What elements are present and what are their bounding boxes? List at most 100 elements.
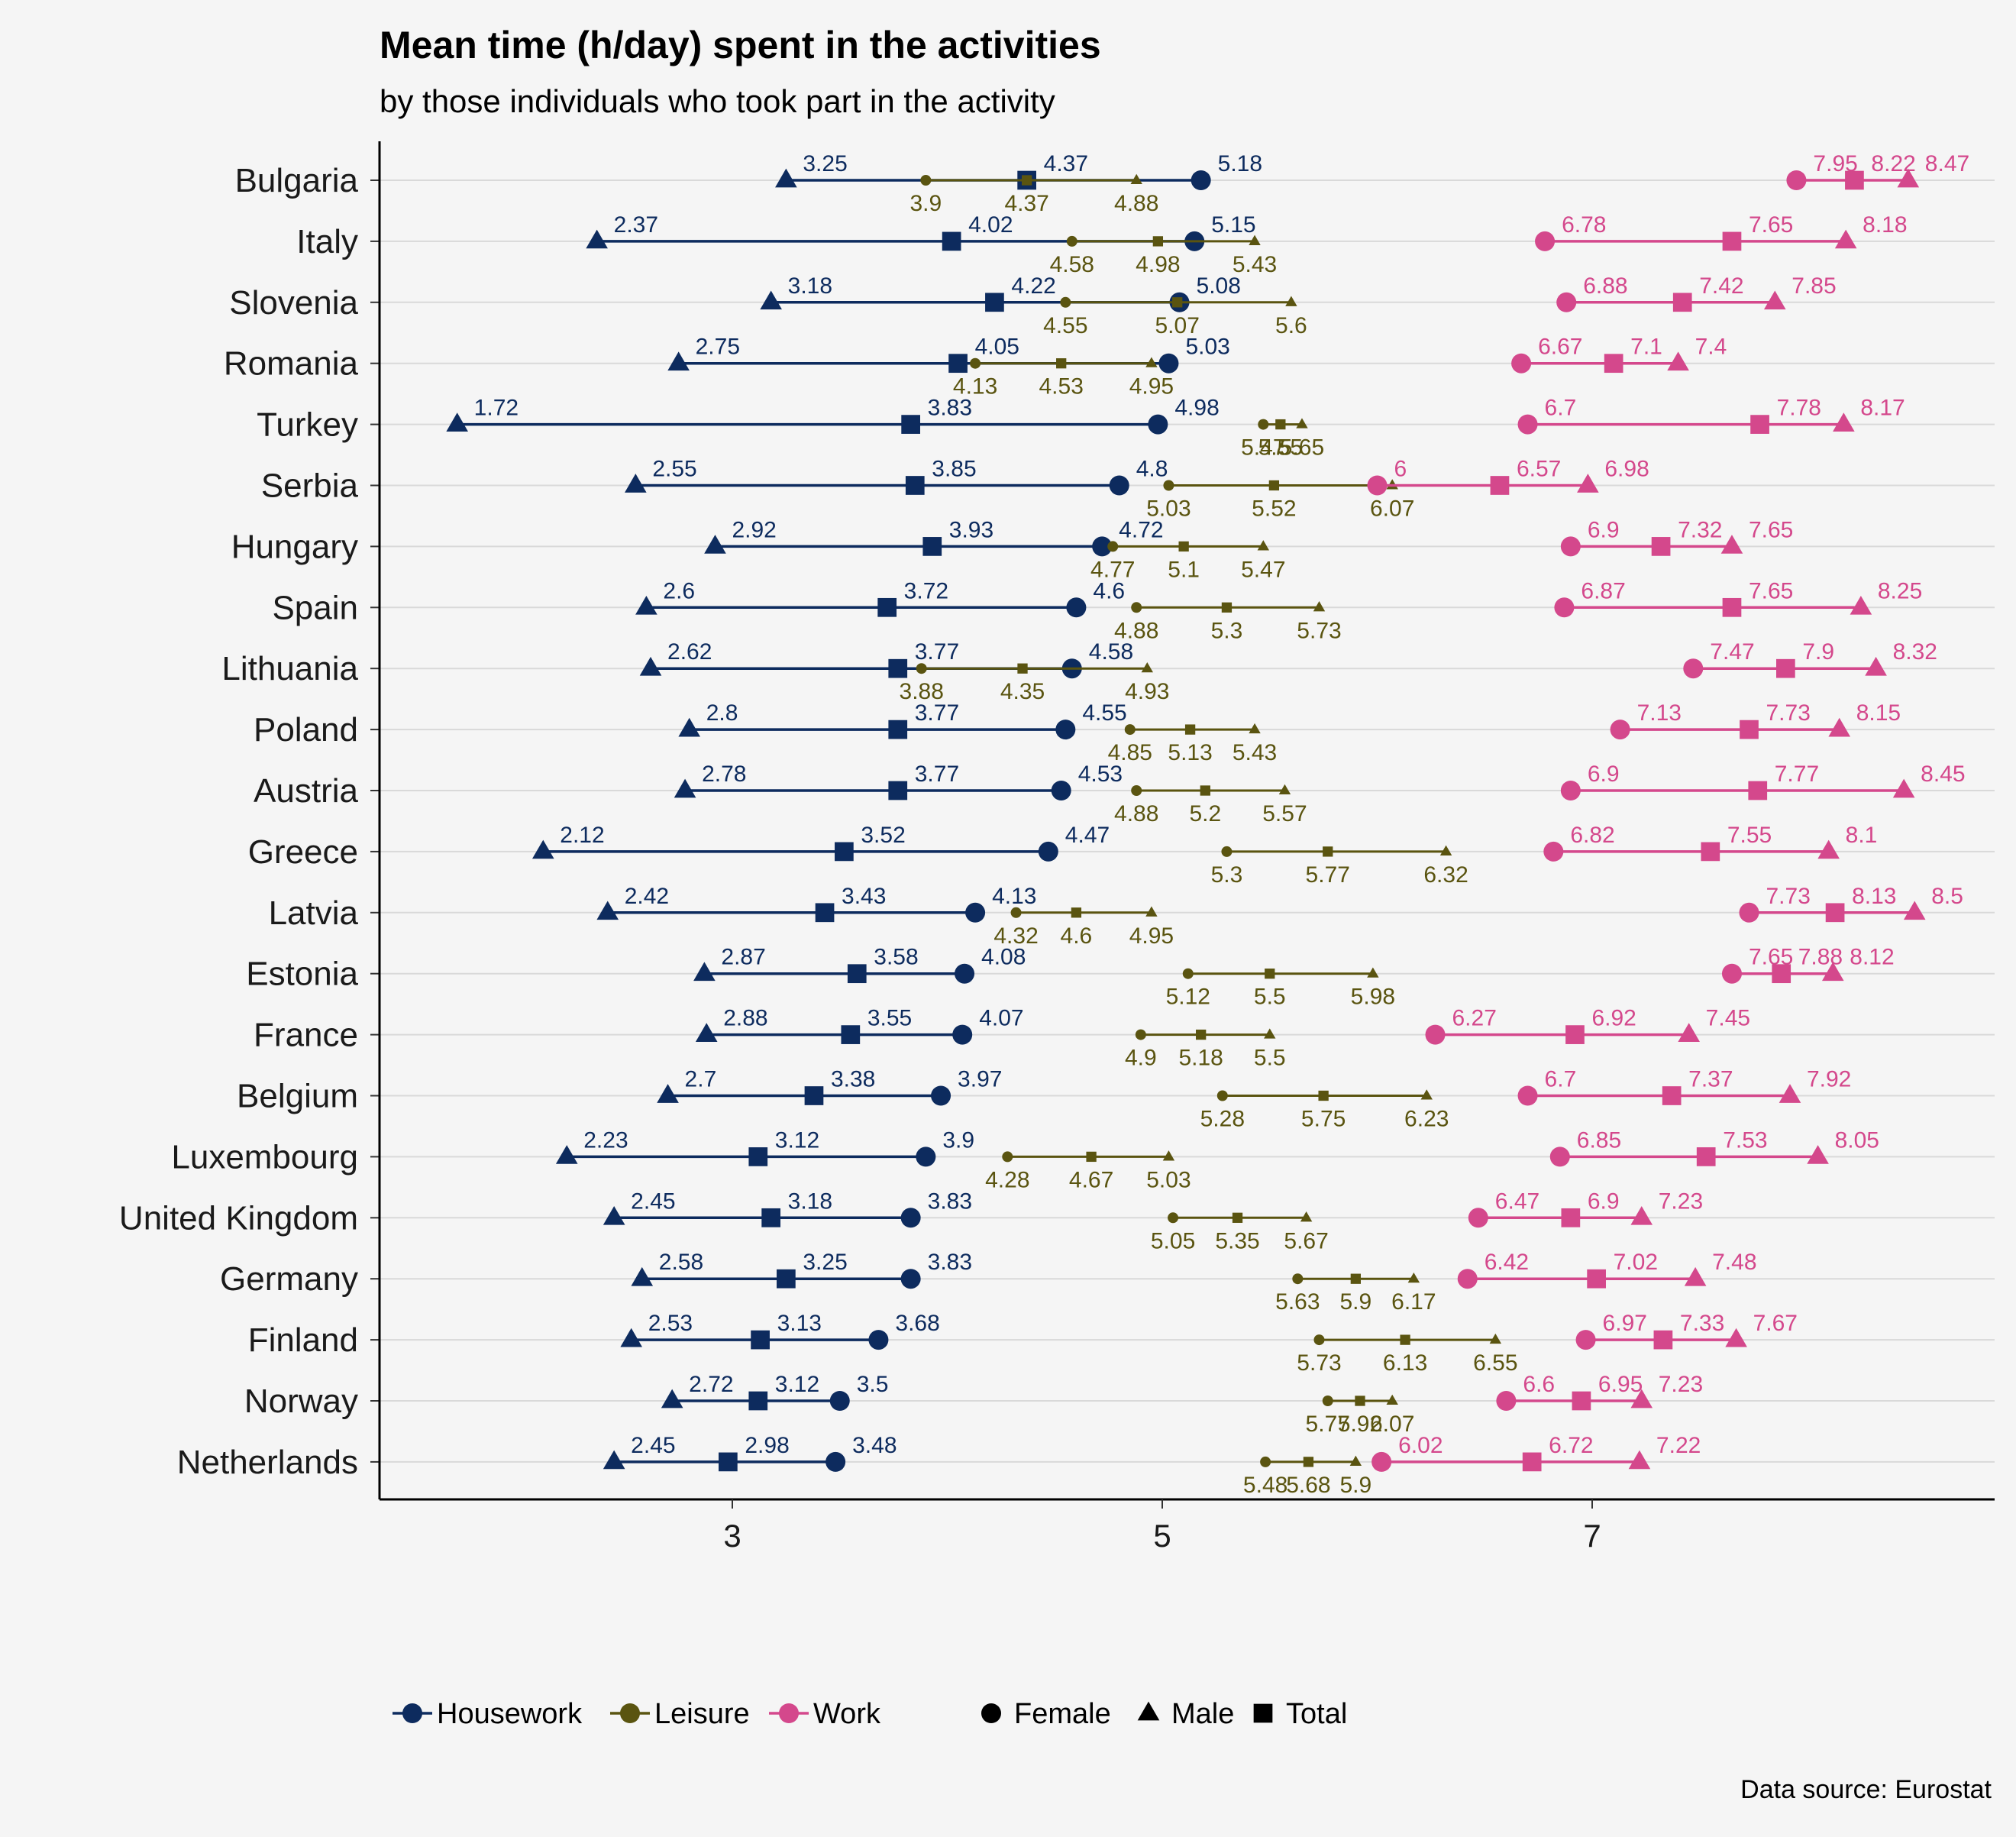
work-triangle-marker bbox=[1897, 168, 1920, 188]
housework-value-label: 3.18 bbox=[788, 1189, 832, 1214]
work-square-marker bbox=[1748, 781, 1768, 800]
leisure-value-label: 4.67 bbox=[1069, 1167, 1113, 1192]
chart-caption: Data source: Eurostat bbox=[1740, 1775, 1992, 1804]
housework-circle-marker bbox=[965, 902, 986, 923]
leisure-value-label: 5.47 bbox=[1241, 435, 1285, 461]
housework-value-label: 4.55 bbox=[1082, 700, 1126, 726]
leisure-value-label: 5.35 bbox=[1215, 1228, 1259, 1253]
leisure-circle-marker bbox=[1258, 419, 1269, 430]
housework-circle-marker bbox=[1051, 781, 1071, 800]
work-triangle-marker bbox=[1763, 290, 1786, 310]
housework-value-label: 2.58 bbox=[659, 1250, 703, 1275]
leisure-value-label: 6.32 bbox=[1423, 862, 1468, 888]
leisure-triangle-marker bbox=[1300, 1211, 1313, 1222]
housework-value-label: 2.7 bbox=[685, 1067, 717, 1092]
housework-value-label: 3.12 bbox=[775, 1127, 819, 1153]
housework-value-label: 2.42 bbox=[625, 884, 669, 909]
work-triangle-marker bbox=[1678, 1023, 1700, 1042]
housework-triangle-marker bbox=[446, 412, 468, 432]
work-value-label: 7.13 bbox=[1637, 700, 1682, 726]
work-triangle-marker bbox=[1865, 656, 1887, 676]
legend: Housework Leisure Work Female Male Total bbox=[393, 1698, 1347, 1730]
leisure-square-marker bbox=[1355, 1396, 1365, 1406]
legend-male-label: Male bbox=[1171, 1698, 1234, 1730]
housework-value-label: 2.87 bbox=[721, 945, 765, 970]
leisure-circle-marker bbox=[1313, 1334, 1325, 1346]
leisure-value-label: 4.53 bbox=[1039, 374, 1083, 399]
housework-circle-marker bbox=[825, 1451, 846, 1472]
work-square-marker bbox=[1651, 537, 1671, 556]
housework-triangle-marker bbox=[678, 717, 700, 737]
country-label: Belgium bbox=[237, 1078, 358, 1115]
leisure-value-label: 4.77 bbox=[1090, 557, 1135, 582]
housework-square-marker bbox=[719, 1452, 738, 1472]
housework-circle-marker bbox=[900, 1269, 921, 1289]
housework-square-marker bbox=[841, 1025, 861, 1044]
housework-value-label: 2.98 bbox=[745, 1433, 789, 1458]
work-value-label: 8.18 bbox=[1863, 212, 1907, 238]
housework-circle-marker bbox=[916, 1147, 936, 1167]
housework-square-marker bbox=[985, 293, 1004, 312]
leisure-value-label: 4.58 bbox=[1050, 252, 1094, 277]
leisure-square-marker bbox=[1303, 1457, 1314, 1467]
housework-circle-marker bbox=[1148, 414, 1168, 435]
work-square-marker bbox=[1845, 170, 1864, 190]
leisure-value-label: 4.32 bbox=[993, 923, 1038, 949]
work-value-label: 7.53 bbox=[1723, 1127, 1767, 1153]
housework-value-label: 2.6 bbox=[663, 578, 695, 603]
leisure-value-label: 4.88 bbox=[1114, 618, 1158, 643]
work-circle-marker bbox=[1549, 1147, 1570, 1167]
x-tick-label: 5 bbox=[1153, 1518, 1171, 1554]
work-value-label: 7.88 bbox=[1798, 945, 1843, 970]
housework-value-label: 3.38 bbox=[831, 1067, 875, 1092]
leisure-square-marker bbox=[1275, 419, 1286, 430]
legend-total-label: Total bbox=[1286, 1698, 1347, 1730]
housework-square-marker bbox=[748, 1391, 768, 1411]
work-circle-marker bbox=[1517, 414, 1538, 435]
housework-value-label: 4.08 bbox=[981, 945, 1026, 970]
work-value-label: 6.9 bbox=[1588, 1189, 1620, 1214]
work-value-label: 8.25 bbox=[1878, 578, 1922, 603]
work-circle-marker bbox=[1739, 902, 1759, 923]
housework-square-marker bbox=[905, 476, 925, 495]
leisure-circle-marker bbox=[920, 175, 932, 186]
housework-value-label: 4.02 bbox=[968, 212, 1013, 238]
country-label: France bbox=[254, 1017, 358, 1054]
housework-triangle-marker bbox=[635, 595, 657, 615]
legend-housework-label: Housework bbox=[437, 1698, 583, 1730]
housework-triangle-marker bbox=[693, 962, 716, 982]
housework-value-label: 2.8 bbox=[706, 700, 738, 726]
legend-male-key bbox=[1137, 1701, 1160, 1721]
country-label: Bulgaria bbox=[235, 162, 359, 199]
country-label: Slovenia bbox=[229, 284, 358, 322]
leisure-triangle-marker bbox=[1257, 540, 1270, 551]
country-label: Latvia bbox=[269, 894, 359, 932]
work-circle-marker bbox=[1786, 170, 1807, 190]
country-label: United Kingdom bbox=[119, 1199, 358, 1237]
housework-square-marker bbox=[888, 781, 908, 800]
legend-work-key bbox=[779, 1703, 799, 1723]
work-circle-marker bbox=[1511, 353, 1532, 374]
housework-triangle-marker bbox=[760, 290, 782, 310]
housework-value-label: 3.55 bbox=[867, 1006, 912, 1031]
leisure-value-label: 5.9 bbox=[1339, 1289, 1371, 1315]
work-value-label: 6.9 bbox=[1588, 517, 1620, 542]
work-value-label: 6.97 bbox=[1603, 1311, 1647, 1336]
work-square-marker bbox=[1565, 1025, 1585, 1044]
leisure-square-marker bbox=[1017, 663, 1028, 674]
chart-title: Mean time (h/day) spent in the activitie… bbox=[380, 24, 1101, 66]
work-square-marker bbox=[1561, 1208, 1581, 1227]
work-value-label: 7.4 bbox=[1695, 335, 1727, 360]
leisure-circle-marker bbox=[1131, 602, 1142, 613]
leisure-value-label: 4.85 bbox=[1108, 740, 1152, 765]
country-label: Luxembourg bbox=[171, 1138, 358, 1176]
leisure-circle-marker bbox=[916, 663, 927, 674]
leisure-value-label: 4.28 bbox=[985, 1167, 1029, 1192]
leisure-value-label: 4.88 bbox=[1114, 801, 1158, 826]
work-value-label: 7.1 bbox=[1630, 335, 1662, 360]
country-label: Lithuania bbox=[221, 650, 358, 687]
leisure-value-label: 5.55 bbox=[1258, 435, 1303, 461]
housework-square-marker bbox=[922, 537, 942, 556]
work-square-marker bbox=[1772, 964, 1791, 984]
